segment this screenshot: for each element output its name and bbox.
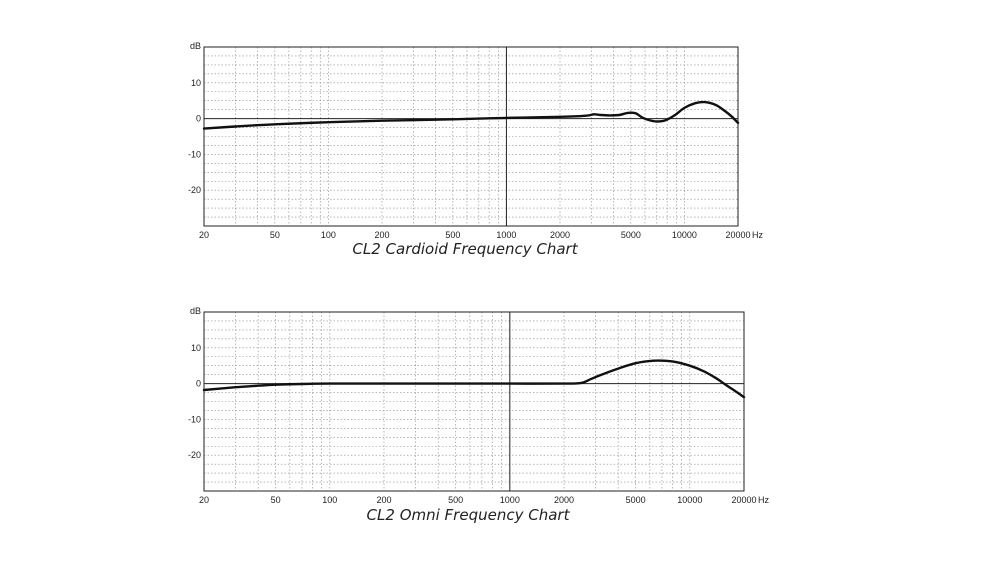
plot-frame [203,311,745,492]
x-axis-unit-label: Hz [758,495,769,505]
y-axis-unit-label: dB [190,306,201,316]
y-tick-label: -20 [188,185,201,195]
x-tick-label: 500 [448,495,463,505]
x-tick-label: 2000 [550,230,570,240]
y-tick-label: 10 [191,343,201,353]
x-tick-label: 100 [322,495,337,505]
horizontal-grid [204,55,738,218]
x-tick-label: 2000 [554,495,574,505]
frequency-response-curve [202,359,746,399]
x-tick-label: 20000 [725,230,750,240]
x-tick-label: 10000 [677,495,702,505]
y-tick-label: -10 [188,414,201,424]
y-tick-label: -20 [188,450,201,460]
x-tick-label: 20 [199,495,209,505]
horizontal-grid [204,320,744,483]
x-tick-label: 200 [376,495,391,505]
x-tick-label: 5000 [621,230,641,240]
y-tick-label: -10 [188,149,201,159]
chart-title: CL2 Cardioid Frequency Chart [352,240,578,258]
chart-title: CL2 Omni Frequency Chart [367,506,571,524]
x-tick-label: 20000 [731,495,756,505]
y-axis-unit-label: dB [190,41,201,51]
x-tick-label: 10000 [672,230,697,240]
y-tick-label: 10 [191,78,201,88]
x-tick-label: 1000 [500,495,520,505]
frequency-response-curve [202,100,740,130]
x-axis-unit-label: Hz [752,230,763,240]
x-tick-label: 1000 [496,230,516,240]
y-tick-label: 0 [196,114,201,124]
plot-frame [203,46,739,227]
x-tick-label: 500 [445,230,460,240]
y-tick-label: 0 [196,379,201,389]
x-tick-label: 100 [321,230,336,240]
x-tick-label: 50 [270,230,280,240]
x-tick-label: 200 [374,230,389,240]
x-tick-label: 20 [199,230,209,240]
x-tick-label: 50 [271,495,281,505]
x-tick-label: 5000 [626,495,646,505]
